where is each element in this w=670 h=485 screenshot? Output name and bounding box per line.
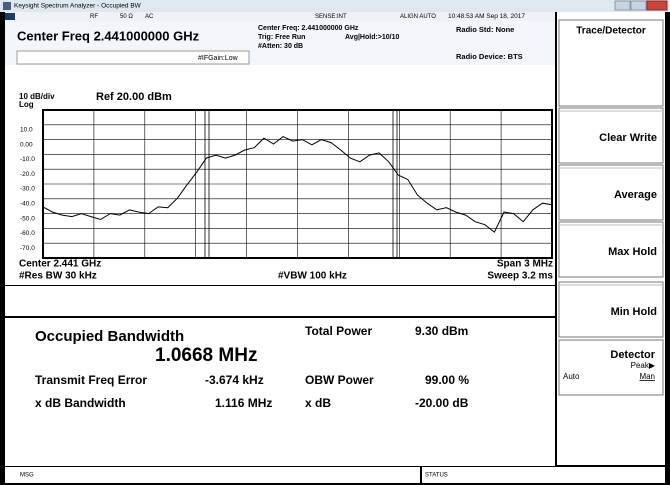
y-tick-label: -20.0 — [20, 171, 35, 178]
detector-value: Peak▶ — [631, 361, 656, 370]
atten: #Atten: 30 dB — [258, 43, 303, 50]
avg-hold: Avg|Hold:>10/10 — [345, 34, 400, 41]
if-gain: #IFGain:Low — [198, 55, 239, 62]
center-freq-info: Center Freq: 2.441000000 GHz — [258, 25, 359, 32]
menu-buttons: Clear Write Average Max Hold Min Hold — [558, 107, 664, 338]
menu-title-box — [558, 19, 664, 107]
detector-auto[interactable]: Auto — [563, 372, 580, 381]
title-bar — [0, 0, 670, 12]
menu-button[interactable] — [558, 221, 664, 278]
vbw: #VBW 100 kHz — [278, 271, 347, 282]
minimize-button[interactable] — [614, 0, 631, 11]
window-title: Keysight Spectrum Analyzer - Occupied BW — [14, 3, 142, 10]
sense: SENSE:INT — [315, 14, 347, 20]
center-label: Center 2.441 GHz — [19, 259, 101, 270]
y-tick-label: 0.00 — [20, 141, 33, 148]
obw-power-value: 99.00 % — [425, 373, 469, 387]
lx-icon — [5, 13, 15, 20]
scale-per-div: 10 dB/div — [19, 92, 55, 101]
menu-button-label: Clear Write — [599, 132, 657, 144]
y-tick-label: -70.0 — [20, 245, 35, 252]
coupling: AC — [145, 14, 154, 20]
y-tick-label: -40.0 — [20, 201, 35, 208]
y-tick-label: 10.0 — [20, 127, 33, 134]
msg-label: MSG — [20, 473, 34, 479]
ref-level: Ref 20.00 dBm — [96, 91, 172, 103]
menu-button-label: Min Hold — [611, 306, 657, 318]
xdb-bw-label: x dB Bandwidth — [35, 396, 126, 410]
y-tick-label: -30.0 — [20, 186, 35, 193]
obw-title: Occupied Bandwidth — [35, 328, 184, 345]
input-box — [16, 50, 250, 65]
plot: 10.0 0.00 -10.0 -20.0 -30.0 -40.0 -50.0 -60.0 -7… — [20, 109, 553, 259]
status-label: STATUS — [425, 473, 448, 479]
radio-device: Radio Device: BTS — [456, 52, 523, 61]
plot-border — [42, 109, 553, 259]
y-tick-label: -50.0 — [20, 215, 35, 222]
res-bw: #Res BW 30 kHz — [19, 271, 97, 282]
status-line — [5, 12, 555, 21]
menu-button[interactable] — [558, 164, 664, 221]
radio-std: Radio Std: None — [456, 25, 514, 34]
xdb-label: x dB — [305, 396, 331, 410]
time: 10:48:53 AM Sep 18, 2017 — [448, 13, 525, 20]
maximize-button[interactable] — [630, 0, 647, 11]
impedance: 50 Ω — [120, 14, 133, 20]
trace — [42, 136, 553, 233]
y-tick-label: -10.0 — [20, 156, 35, 163]
xdb-bw-value: 1.116 MHz — [215, 396, 272, 410]
y-tick-label: -60.0 — [20, 230, 35, 237]
center-freq: Center Freq 2.441000000 GHz — [17, 28, 200, 43]
detector-man[interactable]: Man — [639, 372, 655, 381]
freq-error-value: -3.674 kHz — [205, 373, 264, 387]
detector-label: Detector — [610, 349, 655, 361]
obw-power-label: OBW Power — [305, 373, 374, 387]
menu-button[interactable] — [558, 107, 664, 164]
xdb-value: -20.00 dB — [415, 396, 469, 410]
span-label: Span 3 MHz — [497, 259, 553, 270]
rf-label: RF — [90, 14, 98, 20]
close-button[interactable] — [646, 0, 668, 11]
status-box — [422, 467, 665, 483]
total-power-label: Total Power — [305, 324, 372, 338]
menu-button-label: Max Hold — [608, 246, 657, 258]
menu-title: Trace/Detector — [576, 26, 646, 37]
menu-button-label: Average — [614, 189, 657, 201]
trig: Trig: Free Run — [258, 34, 305, 41]
app-icon — [3, 2, 11, 10]
log-label: Log — [19, 100, 34, 109]
detector-button[interactable] — [558, 339, 664, 396]
freq-error-label: Transmit Freq Error — [35, 373, 147, 387]
msg-box — [5, 467, 420, 483]
align: ALIGN AUTO — [400, 14, 436, 20]
total-power-value: 9.30 dBm — [415, 324, 468, 338]
menu-button[interactable] — [558, 281, 664, 338]
obw-value: 1.0668 MHz — [155, 345, 257, 366]
sweep: Sweep 3.2 ms — [487, 271, 553, 282]
